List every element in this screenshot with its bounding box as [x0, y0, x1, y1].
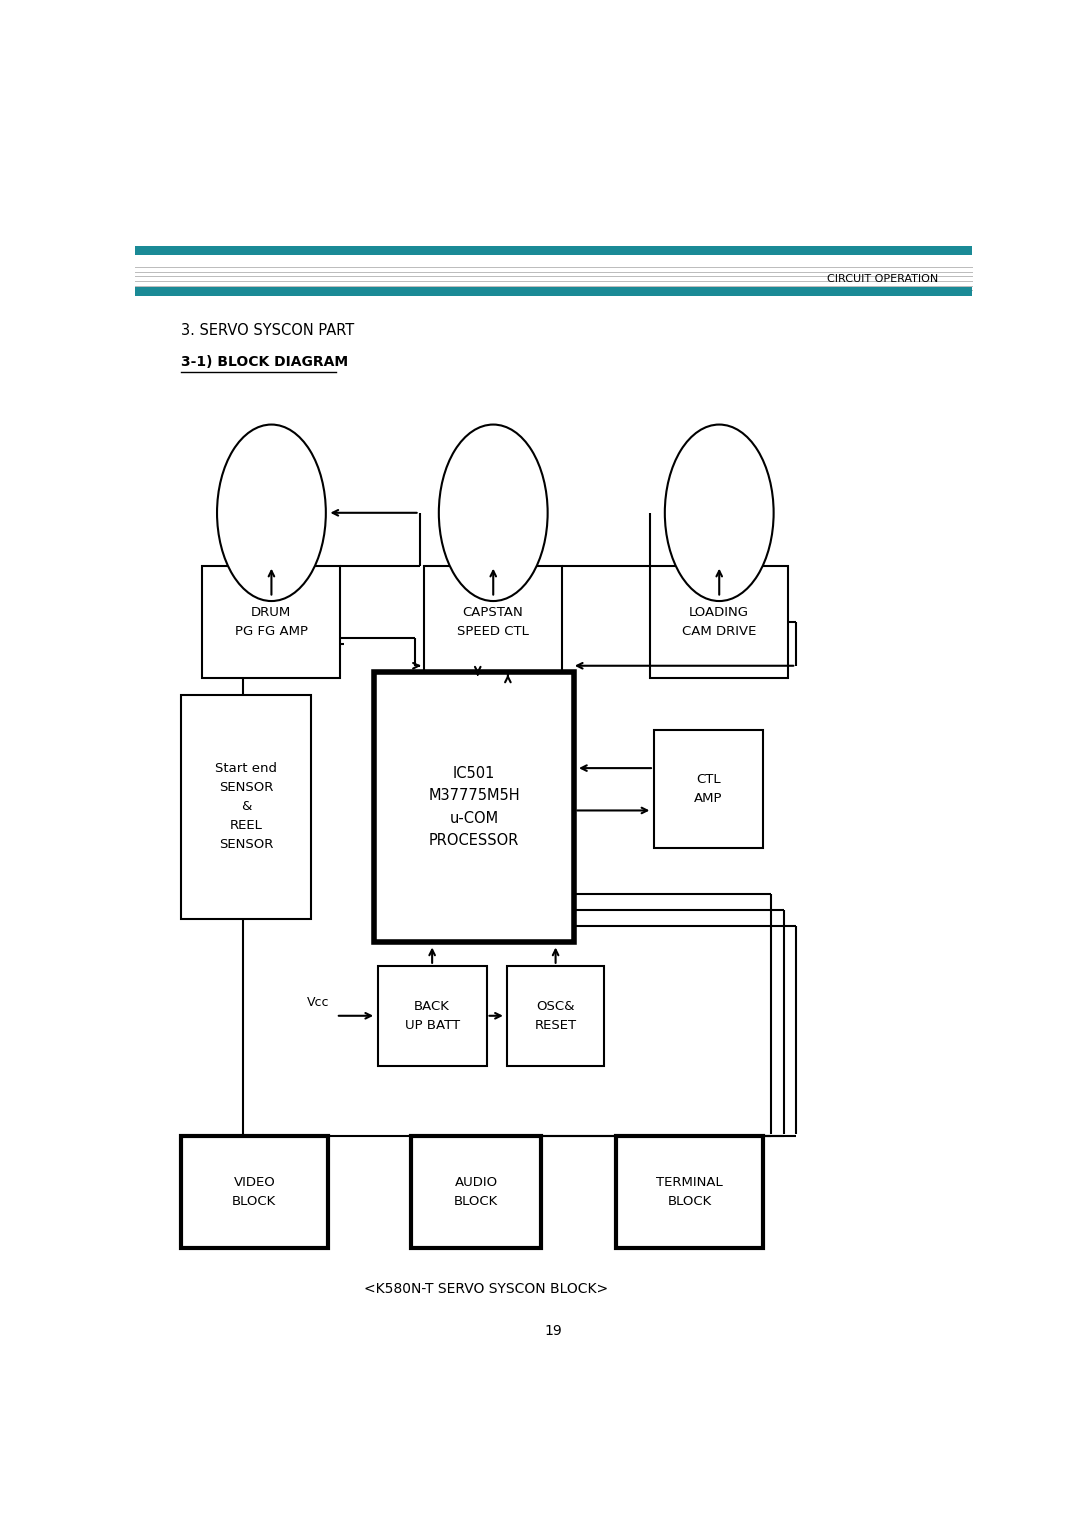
Ellipse shape	[438, 425, 548, 601]
Bar	[411, 1137, 541, 1248]
Bar	[653, 730, 762, 848]
Ellipse shape	[217, 425, 326, 601]
Text: OSC&
RESET: OSC& RESET	[535, 999, 577, 1031]
Bar	[617, 1137, 762, 1248]
Bar	[181, 695, 311, 918]
Text: CTL
AMP: CTL AMP	[694, 773, 723, 805]
Bar	[508, 966, 604, 1067]
Bar	[423, 565, 562, 677]
Text: LOADING
CAM DRIVE: LOADING CAM DRIVE	[681, 605, 756, 637]
Text: CAPSTAN
SPEED CTL: CAPSTAN SPEED CTL	[457, 605, 529, 637]
Text: IC501
M37775M5H
u-COM
PROCESSOR: IC501 M37775M5H u-COM PROCESSOR	[428, 766, 519, 848]
Text: 3-1) BLOCK DIAGRAM: 3-1) BLOCK DIAGRAM	[181, 354, 348, 370]
Bar	[135, 246, 972, 255]
Bar	[181, 1137, 327, 1248]
Text: Start end
SENSOR
&
REEL
SENSOR: Start end SENSOR & REEL SENSOR	[215, 762, 276, 851]
Bar	[374, 672, 575, 943]
Bar	[135, 287, 972, 296]
Text: TERMINAL
BLOCK: TERMINAL BLOCK	[657, 1177, 723, 1209]
Text: <K580N-T SERVO SYSCON BLOCK>: <K580N-T SERVO SYSCON BLOCK>	[364, 1282, 609, 1296]
Text: 19: 19	[544, 1323, 563, 1337]
Text: DRUM
PG FG AMP: DRUM PG FG AMP	[234, 605, 308, 637]
Text: 3. SERVO SYSCON PART: 3. SERVO SYSCON PART	[181, 322, 354, 338]
Ellipse shape	[665, 425, 773, 601]
Text: BACK
UP BATT: BACK UP BATT	[405, 999, 460, 1031]
Text: CIRCUIT OPERATION: CIRCUIT OPERATION	[827, 274, 939, 284]
Text: VIDEO
BLOCK: VIDEO BLOCK	[232, 1177, 276, 1209]
Bar	[378, 966, 486, 1067]
Text: Vcc: Vcc	[307, 996, 329, 1008]
Text: AUDIO
BLOCK: AUDIO BLOCK	[454, 1177, 498, 1209]
Bar	[202, 565, 340, 677]
Bar	[650, 565, 788, 677]
